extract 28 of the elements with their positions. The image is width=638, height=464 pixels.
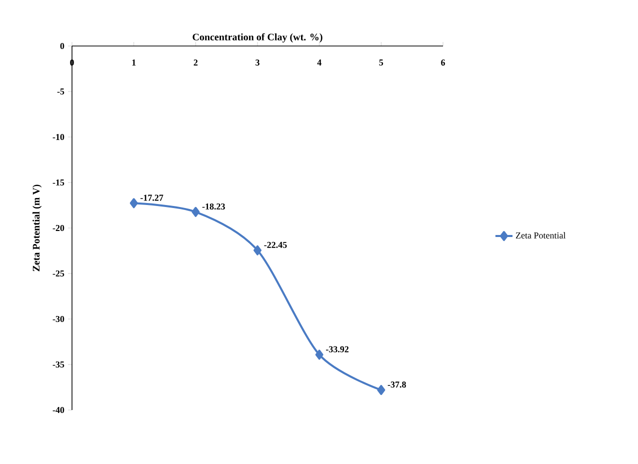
data-label: -18.23 xyxy=(202,203,225,210)
y-tick-label: 0 xyxy=(60,42,64,50)
x-tick-label: 5 xyxy=(379,60,384,66)
point xyxy=(254,245,262,256)
point xyxy=(192,206,200,217)
y-tick-label: -5 xyxy=(57,88,64,94)
x-tick-label: 4 xyxy=(317,60,322,66)
point xyxy=(130,198,138,208)
point xyxy=(377,384,386,395)
point xyxy=(315,350,324,360)
x-axis-title: Concentration of Clay (wt. %) xyxy=(192,33,322,42)
y-tick-label: -15 xyxy=(52,179,64,186)
data-label: -33.92 xyxy=(326,346,349,352)
data-label: -37.8 xyxy=(388,382,406,388)
legend-label: Zeta Potential xyxy=(516,232,566,238)
data-label: -22.45 xyxy=(264,242,287,248)
y-tick-label: -20 xyxy=(52,224,64,232)
y-tick-label: -30 xyxy=(52,316,64,322)
y-tick-label: -25 xyxy=(52,270,64,277)
x-tick-label: 2 xyxy=(194,60,198,66)
y-tick-label: -40 xyxy=(52,406,64,414)
y-tick-label: -35 xyxy=(52,361,64,368)
x-tick-label: 3 xyxy=(256,60,260,66)
x-tick-label: 6 xyxy=(441,60,445,66)
y-tick-label: -10 xyxy=(52,134,64,140)
y-axis-title: Zeta Potential (m V) xyxy=(32,184,42,272)
x-tick-label: 1 xyxy=(132,60,136,66)
data-label: -17.27 xyxy=(140,194,164,201)
